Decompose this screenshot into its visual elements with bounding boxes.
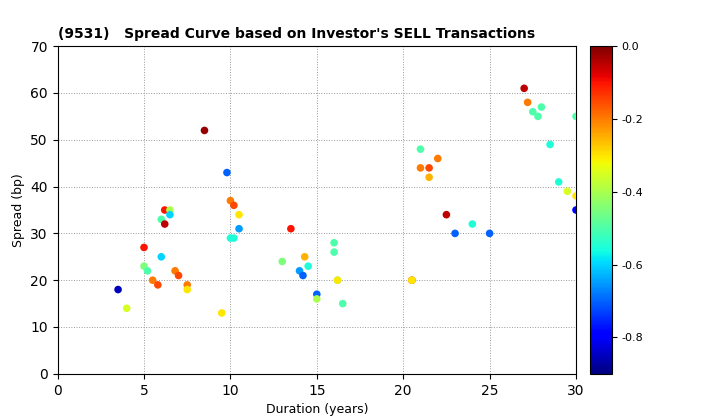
Point [156,253,167,260]
Point [423,165,435,171]
Point [164,211,176,218]
Point [484,230,495,237]
Point [423,174,435,181]
X-axis label: Duration (years): Duration (years) [266,403,368,416]
Point [337,300,348,307]
Point [152,281,163,288]
Y-axis label: Spread (bp): Spread (bp) [12,173,24,247]
Point [228,202,240,209]
Point [332,277,343,284]
Point [302,263,314,270]
Point [164,207,176,213]
Point [159,207,171,213]
Point [169,268,181,274]
Point [311,291,323,298]
Point [156,216,167,223]
Point [415,165,426,171]
Point [138,263,150,270]
Point [173,272,184,279]
Point [181,281,193,288]
Point [138,244,150,251]
Point [467,220,478,227]
Point [332,277,343,284]
Point [285,226,297,232]
Point [225,235,236,242]
Point [536,104,547,110]
Point [441,211,452,218]
Point [449,230,461,237]
Point [570,113,582,120]
Point [562,188,573,194]
Point [522,99,534,106]
Point [216,310,228,316]
Point [328,239,340,246]
Point [294,268,305,274]
Point [518,85,530,92]
Point [570,207,582,213]
Point [432,155,444,162]
Point [199,127,210,134]
Text: (9531)   Spread Curve based on Investor's SELL Transactions: (9531) Spread Curve based on Investor's … [58,27,535,41]
Point [221,169,233,176]
Point [159,220,171,227]
Point [297,272,309,279]
Point [225,197,236,204]
Point [553,178,564,185]
Point [228,235,240,242]
Point [142,268,153,274]
Point [147,277,158,284]
Point [570,193,582,199]
Point [233,226,245,232]
Point [181,286,193,293]
Point [112,286,124,293]
Point [328,249,340,255]
Point [527,108,539,115]
Point [532,113,544,120]
Point [406,277,418,284]
Point [233,211,245,218]
Point [299,253,310,260]
Point [406,277,418,284]
Point [544,141,556,148]
Point [311,296,323,302]
Point [415,146,426,152]
Point [276,258,288,265]
Point [121,305,132,312]
